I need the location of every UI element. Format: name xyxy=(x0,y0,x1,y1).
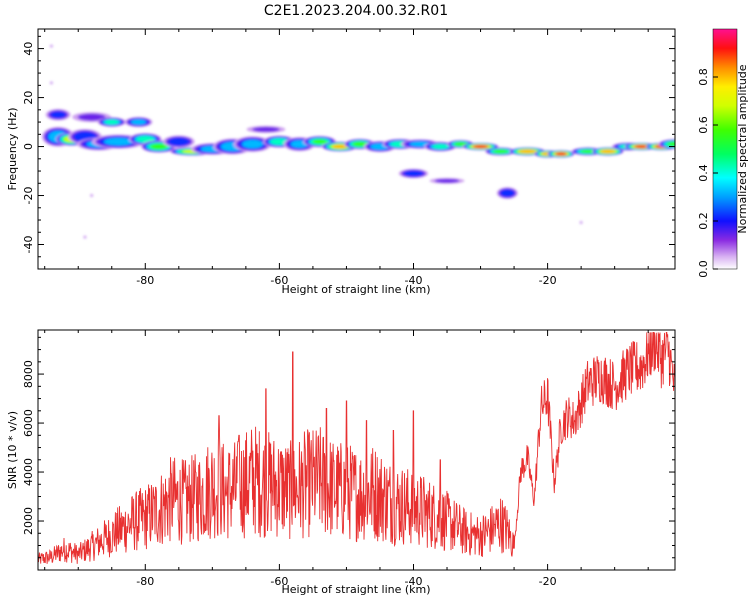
heatmap-blob xyxy=(485,147,517,156)
snr-panel: -80 -60 -40 -20 2000 4000 6000 8000 Height of … xyxy=(6,329,676,596)
heatmap-cell xyxy=(49,44,53,48)
y-tick-label: 0 xyxy=(22,143,35,150)
x-tick-label: -40 xyxy=(405,575,423,588)
heatmap-blob xyxy=(49,81,53,85)
heatmap-blob xyxy=(49,44,53,48)
colorbar-tick-label: 0.6 xyxy=(697,116,710,134)
heatmap-cell xyxy=(50,111,66,119)
y-tick-label: -20 xyxy=(22,187,35,205)
heatmap-cell xyxy=(104,119,119,125)
heatmap-blob xyxy=(124,116,153,128)
heatmap-blob xyxy=(163,135,195,148)
x-tick-label: -80 xyxy=(136,274,154,287)
heatmap-blob xyxy=(90,194,94,198)
heatmap-cell xyxy=(242,139,264,149)
heatmap-cell xyxy=(579,220,583,224)
heatmap-cell xyxy=(131,119,147,125)
heatmap-blob xyxy=(547,150,575,158)
heatmap-x-ticks: -80 -60 -40 -20 xyxy=(44,29,649,287)
heatmap-y-ticks: -40 -20 0 20 40 xyxy=(22,35,675,270)
heatmap-cell xyxy=(454,142,467,147)
y-tick-label: 40 xyxy=(22,42,35,56)
snr-y-ticks: 2000 4000 6000 8000 xyxy=(22,336,675,571)
heatmap-blob xyxy=(496,187,518,199)
colorbar-ticks: 0.0 0.2 0.4 0.6 0.8 xyxy=(697,68,718,278)
heatmap-blob xyxy=(246,125,286,133)
heatmap-cell xyxy=(312,139,327,145)
heatmap-x-axis-label: Height of straight line (km) xyxy=(281,283,430,296)
y-tick-label: 6000 xyxy=(22,409,35,437)
heatmap-cell xyxy=(555,152,567,156)
y-tick-label: 8000 xyxy=(22,360,35,388)
heatmap-cell xyxy=(580,149,595,154)
heatmap-cell xyxy=(500,189,515,197)
x-tick-label: -20 xyxy=(539,575,557,588)
figure-title: C2E1.2023.204.00.32.R01 xyxy=(264,3,448,19)
heatmap-cell xyxy=(136,135,155,143)
heatmap-cell xyxy=(493,149,509,154)
heatmap-cell xyxy=(252,126,280,132)
heatmap-cell xyxy=(600,149,616,154)
snr-x-axis-label: Height of straight line (km) xyxy=(281,583,430,596)
y-tick-label: 2000 xyxy=(22,507,35,535)
x-tick-label: -60 xyxy=(270,575,288,588)
heatmap-y-axis-label: Frequency (Hz) xyxy=(6,108,19,191)
heatmap-cell xyxy=(77,113,106,121)
x-tick-label: -80 xyxy=(136,575,154,588)
colorbar-gradient xyxy=(712,28,738,270)
snr-x-ticks: -80 -60 -40 -20 xyxy=(44,330,649,588)
heatmap-blob xyxy=(91,134,146,149)
heatmap-cell xyxy=(150,143,168,150)
heatmap-cell xyxy=(667,141,675,147)
colorbar-tick-label: 0.0 xyxy=(697,260,710,278)
x-tick-label: -20 xyxy=(539,274,557,287)
y-tick-label: 20 xyxy=(22,91,35,105)
heatmap-frame xyxy=(37,28,676,270)
x-tick-label: -40 xyxy=(405,274,423,287)
heatmap-cell xyxy=(434,178,460,183)
heatmap-cell xyxy=(473,145,488,149)
heatmap-cell xyxy=(168,137,190,146)
heatmap-marks xyxy=(41,44,675,239)
heatmap-cell xyxy=(49,81,53,85)
heatmap-blob xyxy=(45,109,71,121)
heatmap-cell xyxy=(432,144,449,149)
heatmap-cell xyxy=(90,194,94,198)
heatmap-cell xyxy=(403,170,424,177)
heatmap-blob xyxy=(233,136,272,152)
heatmap-cell xyxy=(83,235,87,239)
snr-series-line xyxy=(38,331,675,564)
x-tick-label: -60 xyxy=(270,274,288,287)
heatmap-blob xyxy=(429,178,465,184)
snr-frame xyxy=(37,329,676,571)
colorbar-tick-label: 0.8 xyxy=(697,68,710,86)
colorbar: 0.0 0.2 0.4 0.6 0.8 Normalized spectral ampl… xyxy=(697,28,749,278)
heatmap-cell xyxy=(634,145,649,149)
colorbar-label: Normalized spectral amplitude xyxy=(736,64,749,233)
heatmap-blob xyxy=(83,235,87,239)
y-tick-label: -40 xyxy=(22,236,35,254)
heatmap-blob xyxy=(592,147,624,156)
colorbar-tick-label: 0.4 xyxy=(697,164,710,182)
heatmap-blob xyxy=(97,117,126,127)
heatmap-cell xyxy=(519,149,536,154)
y-tick-label: 4000 xyxy=(22,458,35,486)
heatmap-blob xyxy=(509,147,546,156)
heatmap-cell xyxy=(332,144,347,149)
colorbar-tick-label: 0.2 xyxy=(697,212,710,230)
snr-y-axis-label: SNR (10 * v/v) xyxy=(6,411,19,489)
heatmap-blob xyxy=(398,168,429,179)
heatmap-blob xyxy=(462,142,499,151)
heatmap-cell xyxy=(352,141,368,147)
heatmap-panel: -80 -60 -40 -20 -40 -20 0 20 40 Height of strai… xyxy=(6,28,676,296)
heatmap-blob xyxy=(579,220,583,224)
heatmap-cell xyxy=(103,137,133,146)
